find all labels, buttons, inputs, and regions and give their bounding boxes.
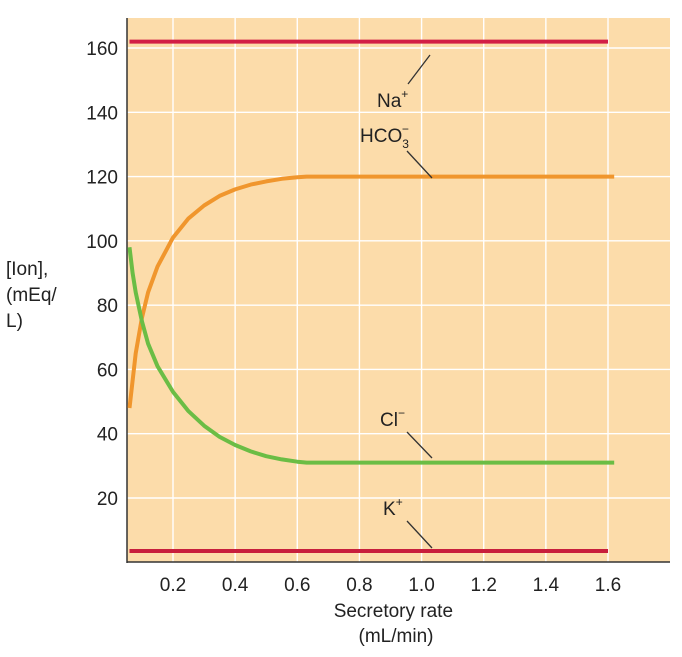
series-line-hco3- [127, 174, 615, 409]
y-tick-label-7: 160 [86, 39, 118, 60]
y-tick-label-4: 100 [86, 232, 118, 253]
x-axis-title-line-1: Secretory rate [334, 601, 453, 622]
label-leader-lines [406, 54, 433, 549]
series-labels: Na+ HCO3− Cl− K+ [360, 87, 409, 520]
x-tick-label-0: 0.2 [160, 575, 186, 596]
series-lines [127, 39, 615, 553]
plot-area [127, 18, 670, 562]
axes [126, 18, 670, 563]
leader-line-0 [407, 54, 431, 85]
x-tick-label-2: 0.6 [284, 575, 310, 596]
y-tick-label-5: 120 [86, 168, 118, 189]
x-tick-label-3: 0.8 [346, 575, 372, 596]
leader-line-3 [406, 520, 433, 549]
x-axis-title-line-2: (mL/min) [359, 626, 434, 647]
x-tick-label-4: 1.0 [408, 575, 434, 596]
series-label-cl-: Cl− [380, 406, 405, 431]
y-axis-title-line-2: (mEq/ [6, 285, 57, 306]
y-axis-title-line-1: [Ion], [6, 259, 48, 280]
y-tick-label-0: 20 [97, 489, 118, 510]
series-line-cl- [127, 247, 615, 465]
x-tick-label-7: 1.6 [595, 575, 621, 596]
x-tick-label-1: 0.4 [222, 575, 249, 596]
y-tick-label-2: 60 [97, 360, 118, 381]
x-axis-title: Secretory rate (mL/min) [334, 601, 459, 647]
y-axis-title: [Ion], (mEq/ L) [6, 259, 62, 332]
series-label-na-: Na+ [377, 87, 408, 112]
y-axis-title-line-3: L) [6, 311, 23, 332]
y-tick-label-1: 40 [97, 425, 118, 446]
y-tick-label-3: 80 [97, 296, 118, 317]
leader-line-1 [406, 150, 433, 179]
x-tick-label-6: 1.4 [533, 575, 560, 596]
series-label-k-: K+ [383, 495, 403, 520]
y-tick-label-6: 140 [86, 103, 118, 124]
series-label-hco3-: HCO3− [360, 122, 409, 151]
tick-labels: 0.2 0.4 0.6 0.8 1.0 1.2 1.4 1.6 20 40 60 80 100 120 14… [86, 39, 621, 596]
leader-line-2 [406, 431, 433, 459]
x-tick-label-5: 1.2 [471, 575, 497, 596]
